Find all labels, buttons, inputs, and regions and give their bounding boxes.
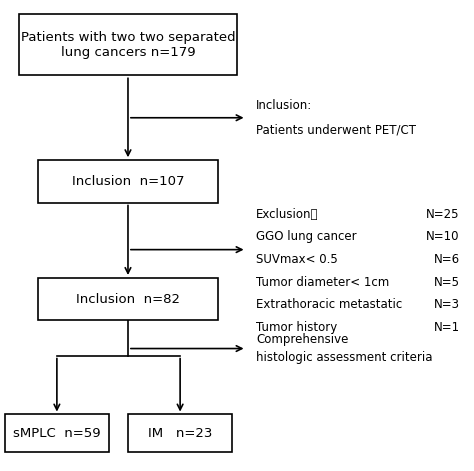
Text: Tumor diameter< 1cm: Tumor diameter< 1cm [256,276,389,289]
FancyBboxPatch shape [19,14,237,75]
Text: Tumor history: Tumor history [256,321,337,334]
FancyBboxPatch shape [38,160,218,203]
Text: N=25: N=25 [426,208,460,221]
Text: sMPLC  n=59: sMPLC n=59 [13,427,100,440]
Text: Inclusion  n=82: Inclusion n=82 [76,292,180,306]
Text: Patients underwent PET/CT: Patients underwent PET/CT [256,123,416,136]
Text: Extrathoracic metastatic: Extrathoracic metastatic [256,298,402,311]
Text: IM   n=23: IM n=23 [148,427,212,440]
Text: Inclusion:: Inclusion: [256,99,312,113]
Text: Patients with two two separated
lung cancers n=179: Patients with two two separated lung can… [21,31,235,59]
Text: N=1: N=1 [434,321,460,334]
Text: N=10: N=10 [426,230,460,244]
FancyBboxPatch shape [128,414,232,452]
Text: N=6: N=6 [434,253,460,266]
Text: histologic assessment criteria: histologic assessment criteria [256,351,432,365]
Text: N=5: N=5 [434,276,460,289]
FancyBboxPatch shape [38,278,218,320]
Text: Comprehensive: Comprehensive [256,333,348,346]
Text: SUVmax< 0.5: SUVmax< 0.5 [256,253,337,266]
Text: Exclusion：: Exclusion： [256,208,319,221]
Text: Inclusion  n=107: Inclusion n=107 [72,175,184,188]
Text: GGO lung cancer: GGO lung cancer [256,230,356,244]
FancyBboxPatch shape [5,414,109,452]
Text: N=3: N=3 [434,298,460,311]
